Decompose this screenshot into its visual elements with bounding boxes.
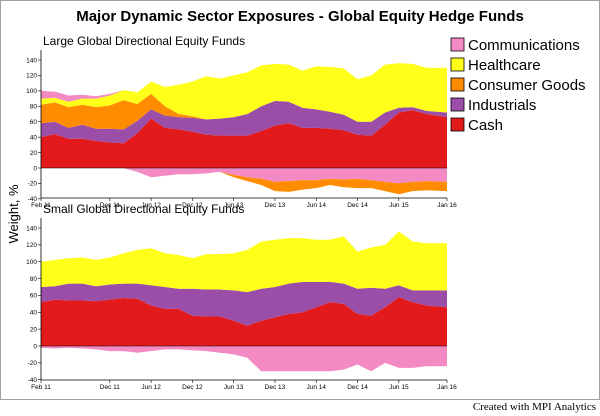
area-consumer-goods bbox=[41, 93, 447, 130]
y-axis-label: Weight, % bbox=[6, 184, 21, 243]
x-tick-label: Jun 13 bbox=[224, 202, 244, 209]
y-tick-label: 140 bbox=[26, 57, 37, 64]
chart-title: Major Dynamic Sector Exposures - Global … bbox=[76, 8, 524, 25]
legend-label-consumer-goods: Consumer Goods bbox=[468, 77, 586, 94]
area-communications bbox=[41, 346, 447, 372]
x-tick-label: Jun 13 bbox=[224, 384, 244, 391]
x-tick-label: Dec 14 bbox=[347, 384, 368, 391]
y-tick-label: 100 bbox=[26, 88, 37, 95]
y-tick-label: -40 bbox=[28, 196, 38, 203]
y-tick-label: 40 bbox=[30, 310, 38, 317]
panel-title: Large Global Directional Equity Funds bbox=[43, 34, 245, 48]
panel-2: Small Global Directional Equity Funds -40… bbox=[26, 202, 457, 391]
x-tick-label: Jun 15 bbox=[389, 202, 409, 209]
chart-canvas: Major Dynamic Sector Exposures - Global … bbox=[6, 8, 586, 391]
y-tick-label: 100 bbox=[26, 259, 37, 266]
y-tick-label: 20 bbox=[30, 326, 38, 333]
area-consumer-goods bbox=[41, 168, 447, 195]
x-tick-label: Feb 11 bbox=[31, 202, 51, 209]
legend-swatch-communications bbox=[450, 37, 465, 52]
x-tick-label: Jun 15 bbox=[389, 384, 409, 391]
y-tick-label: 0 bbox=[33, 165, 37, 172]
y-tick-label: 80 bbox=[30, 276, 38, 283]
y-tick-label: -20 bbox=[28, 360, 38, 367]
legend-label-healthcare: Healthcare bbox=[468, 57, 541, 74]
panel-1: Large Global Directional Equity Funds -40… bbox=[26, 34, 457, 209]
credit-text: Created with MPI Analytics bbox=[472, 401, 596, 413]
area-communications bbox=[41, 63, 447, 102]
area-industrials bbox=[41, 281, 447, 326]
y-tick-label: 20 bbox=[30, 150, 38, 157]
x-tick-label: Jun 14 bbox=[306, 202, 326, 209]
x-tick-label: Jan 16 bbox=[437, 384, 457, 391]
y-tick-label: -20 bbox=[28, 181, 38, 188]
y-tick-label: 60 bbox=[30, 293, 38, 300]
legend-label-cash: Cash bbox=[468, 117, 503, 134]
y-tick-label: 0 bbox=[33, 343, 37, 350]
legend-swatch-consumer-goods bbox=[450, 77, 465, 92]
y-tick-label: 120 bbox=[26, 242, 37, 249]
x-tick-label: Jun 14 bbox=[306, 384, 326, 391]
area-healthcare bbox=[41, 63, 447, 122]
legend-swatch-cash bbox=[450, 117, 465, 132]
legend: Communications Healthcare Consumer Goods In… bbox=[450, 37, 586, 134]
x-tick-label: Dec 14 bbox=[347, 202, 368, 209]
area-communications bbox=[41, 168, 447, 184]
area-healthcare bbox=[41, 231, 447, 293]
x-tick-label: Dec 12 bbox=[182, 202, 203, 209]
panel-title: Small Global Directional Equity Funds bbox=[43, 202, 244, 216]
area-cash bbox=[41, 297, 447, 346]
x-tick-label: Dec 13 bbox=[265, 202, 286, 209]
y-tick-label: 60 bbox=[30, 119, 38, 126]
x-tick-label: Dec 11 bbox=[100, 384, 120, 391]
x-tick-label: Jun 12 bbox=[141, 384, 161, 391]
y-tick-label: 80 bbox=[30, 104, 38, 111]
x-tick-label: Jan 16 bbox=[437, 202, 457, 209]
x-tick-label: Dec 12 bbox=[182, 384, 203, 391]
y-tick-label: -40 bbox=[28, 377, 38, 384]
legend-swatch-healthcare bbox=[450, 57, 465, 72]
legend-label-industrials: Industrials bbox=[468, 97, 536, 114]
x-tick-label: Dec 11 bbox=[100, 202, 120, 209]
area-industrials bbox=[41, 100, 447, 144]
y-tick-label: 140 bbox=[26, 225, 37, 232]
legend-label-communications: Communications bbox=[468, 37, 580, 54]
x-tick-label: Feb 11 bbox=[31, 384, 51, 391]
legend-swatch-industrials bbox=[450, 97, 465, 112]
area-cash bbox=[41, 110, 447, 168]
y-tick-label: 120 bbox=[26, 73, 37, 80]
x-tick-label: Jun 12 bbox=[141, 202, 161, 209]
y-tick-label: 40 bbox=[30, 134, 38, 141]
x-tick-label: Dec 13 bbox=[265, 384, 286, 391]
